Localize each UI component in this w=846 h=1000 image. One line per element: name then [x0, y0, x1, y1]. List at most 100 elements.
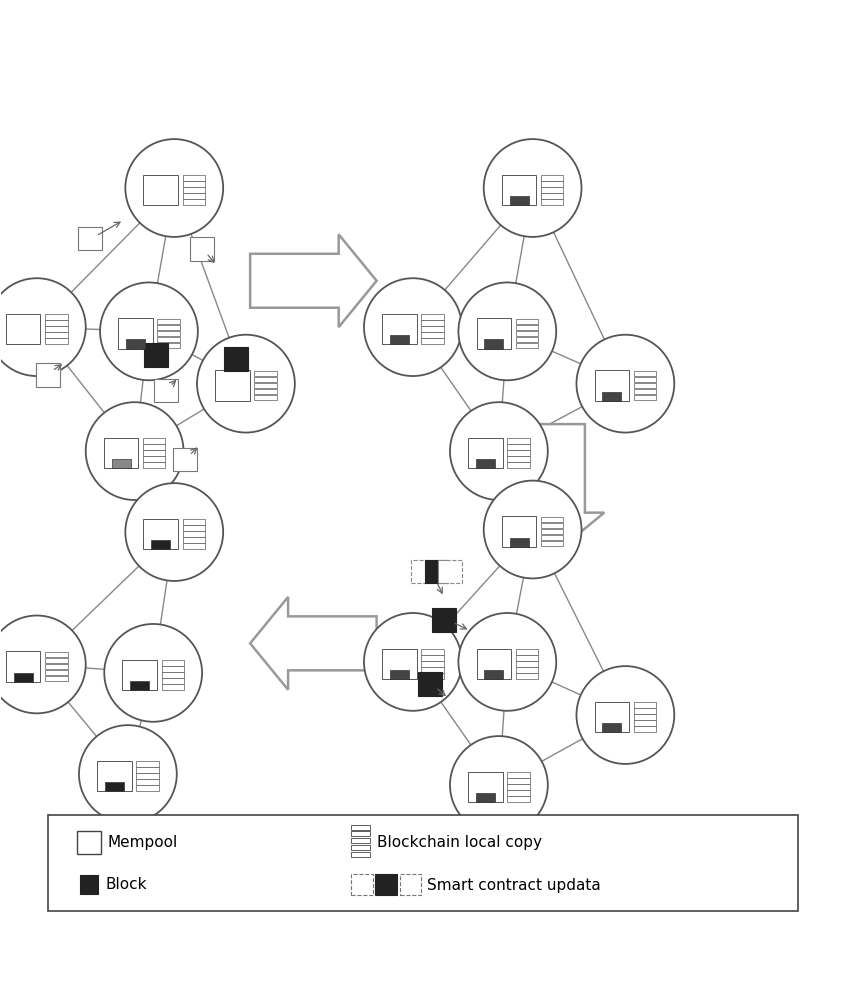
Bar	[508, 438, 530, 444]
Bar	[595, 370, 629, 401]
Bar	[516, 319, 538, 324]
Bar	[143, 462, 165, 468]
Bar	[183, 193, 205, 199]
Circle shape	[364, 278, 462, 376]
Bar	[144, 343, 168, 367]
Bar	[6, 651, 41, 682]
Circle shape	[450, 736, 548, 834]
Bar	[77, 831, 101, 854]
Bar	[468, 438, 503, 468]
Bar	[502, 175, 536, 205]
Bar	[183, 537, 205, 543]
Bar	[104, 438, 138, 468]
Bar	[162, 660, 184, 666]
Polygon shape	[250, 597, 376, 690]
Bar	[634, 383, 656, 388]
Bar	[36, 363, 59, 387]
Circle shape	[85, 402, 184, 500]
Bar	[136, 761, 159, 767]
Bar	[112, 459, 130, 468]
Circle shape	[484, 481, 581, 578]
Bar	[509, 196, 529, 205]
Bar	[508, 796, 530, 802]
Bar	[136, 767, 159, 773]
Bar	[78, 227, 102, 250]
Bar	[438, 560, 462, 583]
Circle shape	[104, 624, 202, 722]
Bar	[541, 523, 563, 528]
Bar	[351, 825, 370, 830]
Bar	[351, 874, 373, 895]
Bar	[118, 318, 152, 349]
Bar	[516, 325, 538, 330]
Circle shape	[100, 282, 198, 380]
Bar	[143, 444, 165, 450]
Bar	[162, 678, 184, 684]
Bar	[46, 326, 68, 332]
Bar	[80, 875, 98, 894]
Bar	[351, 852, 370, 857]
Bar	[602, 392, 621, 401]
Circle shape	[484, 139, 581, 237]
Bar	[421, 655, 443, 661]
Bar	[144, 519, 178, 549]
Bar	[183, 175, 205, 181]
Bar	[143, 456, 165, 462]
Bar	[484, 339, 503, 349]
Bar	[541, 199, 563, 205]
Bar	[634, 389, 656, 394]
Bar	[421, 326, 443, 332]
Bar	[541, 517, 563, 522]
Bar	[421, 649, 443, 655]
Bar	[183, 525, 205, 531]
Bar	[508, 444, 530, 450]
Text: Mempool: Mempool	[107, 835, 178, 850]
Bar	[190, 237, 214, 261]
Bar	[255, 395, 277, 400]
Bar	[255, 389, 277, 394]
Bar	[46, 338, 68, 344]
Bar	[541, 535, 563, 540]
Bar	[508, 450, 530, 456]
Bar	[224, 347, 248, 371]
Bar	[351, 845, 370, 850]
Bar	[46, 658, 68, 663]
Circle shape	[364, 613, 462, 711]
Bar	[46, 670, 68, 675]
Bar	[255, 383, 277, 388]
Bar	[421, 667, 443, 673]
Bar	[432, 608, 456, 632]
Bar	[173, 448, 197, 471]
Circle shape	[459, 613, 556, 711]
Bar	[516, 331, 538, 336]
Circle shape	[0, 278, 85, 376]
Bar	[255, 371, 277, 376]
Circle shape	[576, 666, 674, 764]
Circle shape	[459, 282, 556, 380]
Bar	[634, 708, 656, 714]
Bar	[46, 676, 68, 681]
Bar	[421, 673, 443, 679]
Bar	[183, 199, 205, 205]
Bar	[476, 649, 511, 679]
Polygon shape	[250, 234, 376, 327]
Bar	[157, 343, 179, 348]
Bar	[516, 673, 538, 679]
Bar	[634, 720, 656, 726]
Bar	[382, 649, 416, 679]
Bar	[634, 702, 656, 708]
Bar	[595, 702, 629, 732]
Bar	[421, 338, 443, 344]
Text: Smart contract updata: Smart contract updata	[427, 878, 601, 893]
Polygon shape	[512, 424, 604, 551]
Bar	[255, 377, 277, 382]
Bar	[130, 681, 149, 690]
Bar	[390, 335, 409, 344]
Bar	[143, 450, 165, 456]
Bar	[97, 761, 131, 791]
Circle shape	[125, 483, 223, 581]
Bar	[46, 664, 68, 669]
Bar	[634, 714, 656, 720]
Bar	[421, 320, 443, 326]
Bar	[157, 319, 179, 324]
